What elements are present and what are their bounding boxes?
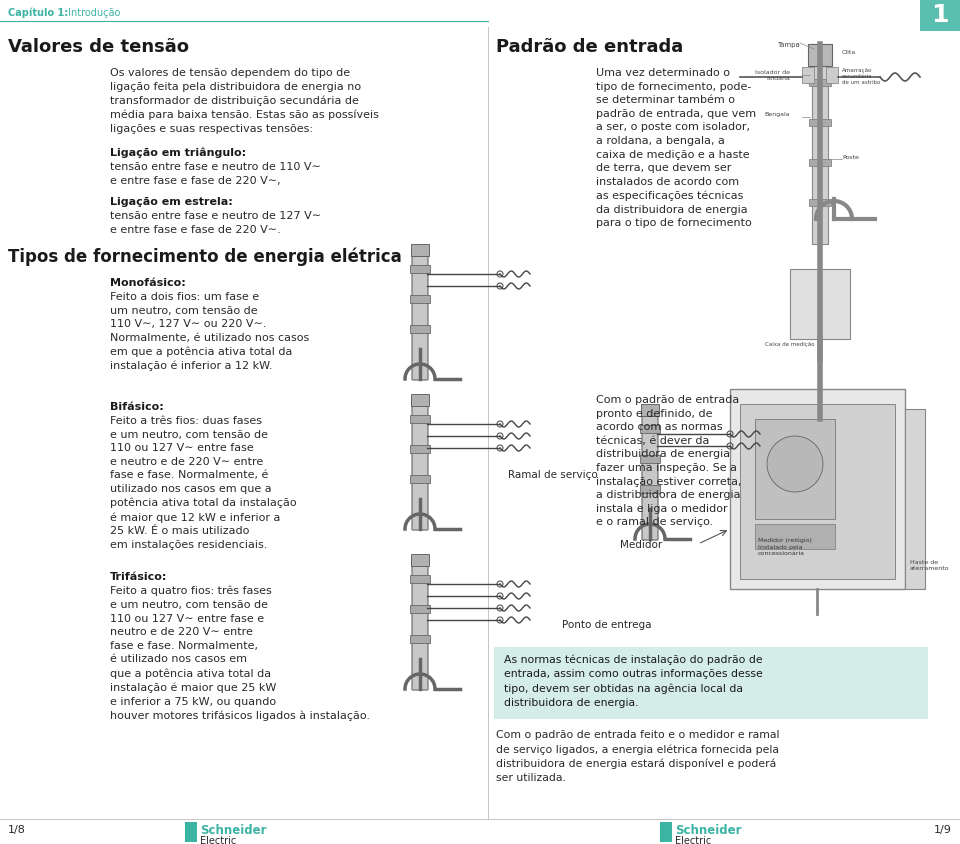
FancyBboxPatch shape bbox=[494, 647, 928, 719]
Bar bbox=[411, 394, 429, 407]
Text: Feito a três fios: duas fases
e um neutro, com tensão de
110 ou 127 V∼ entre fas: Feito a três fios: duas fases e um neutr… bbox=[110, 415, 297, 549]
Text: 1/9: 1/9 bbox=[934, 824, 952, 834]
Bar bbox=[411, 555, 429, 566]
Text: As normas técnicas de instalação do padrão de
entrada, assim como outras informa: As normas técnicas de instalação do padr… bbox=[504, 654, 763, 707]
Text: Com o padrão de entrada feito e o medidor e ramal
de serviço ligados, a energia : Com o padrão de entrada feito e o medido… bbox=[496, 729, 780, 782]
Bar bbox=[730, 390, 905, 589]
Text: Haste de
aterramento: Haste de aterramento bbox=[910, 560, 949, 571]
Bar bbox=[641, 404, 659, 416]
Bar bbox=[640, 485, 660, 494]
Text: 1/8: 1/8 bbox=[8, 824, 26, 834]
Bar bbox=[809, 120, 831, 127]
Text: Medidor (relógio)
Instalado pela
concessionária: Medidor (relógio) Instalado pela concess… bbox=[758, 538, 812, 555]
Text: Caixa de medição: Caixa de medição bbox=[765, 342, 815, 347]
Text: Tipos de fornecimento de energia elétrica: Tipos de fornecimento de energia elétric… bbox=[8, 247, 401, 266]
Text: Capítulo 1:: Capítulo 1: bbox=[8, 8, 68, 19]
Text: Bengala: Bengala bbox=[764, 112, 790, 116]
Text: Os valores de tensão dependem do tipo de
ligação feita pela distribuidora de ene: Os valores de tensão dependem do tipo de… bbox=[110, 68, 379, 133]
Bar bbox=[640, 425, 660, 434]
Text: Uma vez determinado o
tipo de fornecimento, pode-
se determinar também o
padrão : Uma vez determinado o tipo de fornecimen… bbox=[596, 68, 756, 228]
Text: Electric: Electric bbox=[675, 835, 711, 844]
Text: Schneider: Schneider bbox=[675, 823, 741, 836]
Bar bbox=[411, 245, 429, 257]
Text: Ligação em triângulo:: Ligação em triângulo: bbox=[110, 148, 246, 159]
Bar bbox=[410, 576, 430, 583]
Text: Bifásico:: Bifásico: bbox=[110, 402, 164, 412]
Text: Padrão de entrada: Padrão de entrada bbox=[496, 38, 684, 56]
Text: Feito a quatro fios: três fases
e um neutro, com tensão de
110 ou 127 V∼ entre f: Feito a quatro fios: três fases e um neu… bbox=[110, 585, 370, 720]
FancyBboxPatch shape bbox=[412, 249, 428, 381]
Text: Clita: Clita bbox=[842, 50, 856, 55]
Text: Valores de tensão: Valores de tensão bbox=[8, 38, 189, 56]
Bar bbox=[410, 326, 430, 333]
Bar bbox=[812, 45, 828, 245]
Text: Ponto de entrega: Ponto de entrega bbox=[562, 619, 652, 630]
Text: Ramal de serviço: Ramal de serviço bbox=[508, 469, 598, 479]
Bar bbox=[410, 415, 430, 424]
Bar bbox=[755, 524, 835, 549]
Text: Tampa: Tampa bbox=[778, 42, 800, 48]
Bar bbox=[790, 270, 850, 339]
FancyBboxPatch shape bbox=[412, 398, 428, 530]
FancyBboxPatch shape bbox=[412, 559, 428, 690]
Text: Feito a dois fios: um fase e
um neutro, com tensão de
110 V∼, 127 V∼ ou 220 V∼.
: Feito a dois fios: um fase e um neutro, … bbox=[110, 292, 309, 371]
Text: 1: 1 bbox=[931, 3, 948, 27]
Bar bbox=[410, 266, 430, 273]
Text: Monofásico:: Monofásico: bbox=[110, 278, 185, 288]
Bar bbox=[809, 160, 831, 167]
FancyBboxPatch shape bbox=[642, 408, 658, 540]
Bar bbox=[809, 80, 831, 87]
Text: Amarração
secundária
de um astribo: Amarração secundária de um astribo bbox=[842, 68, 880, 84]
Text: Ligação em estrela:: Ligação em estrela: bbox=[110, 197, 232, 207]
Bar bbox=[905, 409, 925, 589]
Text: Com o padrão de entrada
pronto e definido, de
acordo com as normas
técnicas, é d: Com o padrão de entrada pronto e definid… bbox=[596, 394, 741, 527]
Text: Trifásico:: Trifásico: bbox=[110, 571, 167, 582]
Bar bbox=[802, 68, 814, 84]
Text: Isolador de
roldana: Isolador de roldana bbox=[755, 70, 790, 81]
Bar bbox=[740, 404, 895, 579]
Text: Electric: Electric bbox=[200, 835, 236, 844]
Text: Introdução: Introdução bbox=[65, 8, 120, 18]
Text: Poste: Poste bbox=[842, 154, 859, 160]
FancyBboxPatch shape bbox=[920, 0, 960, 32]
Bar bbox=[185, 822, 197, 842]
Bar bbox=[809, 200, 831, 207]
Bar bbox=[826, 68, 838, 84]
Text: Medidor: Medidor bbox=[620, 539, 662, 549]
Bar bbox=[660, 822, 672, 842]
Bar bbox=[755, 419, 835, 519]
Text: tensão entre fase e neutro de 110 V∼
e entre fase e fase de 220 V∼,: tensão entre fase e neutro de 110 V∼ e e… bbox=[110, 162, 321, 186]
Bar bbox=[640, 456, 660, 463]
Circle shape bbox=[767, 436, 823, 492]
Bar bbox=[808, 45, 832, 67]
Text: Schneider: Schneider bbox=[200, 823, 267, 836]
Text: tensão entre fase e neutro de 127 V∼
e entre fase e fase de 220 V∼.: tensão entre fase e neutro de 127 V∼ e e… bbox=[110, 211, 322, 235]
Bar bbox=[410, 295, 430, 304]
Bar bbox=[410, 605, 430, 614]
Bar bbox=[410, 475, 430, 484]
Bar bbox=[410, 636, 430, 643]
Bar bbox=[410, 446, 430, 453]
